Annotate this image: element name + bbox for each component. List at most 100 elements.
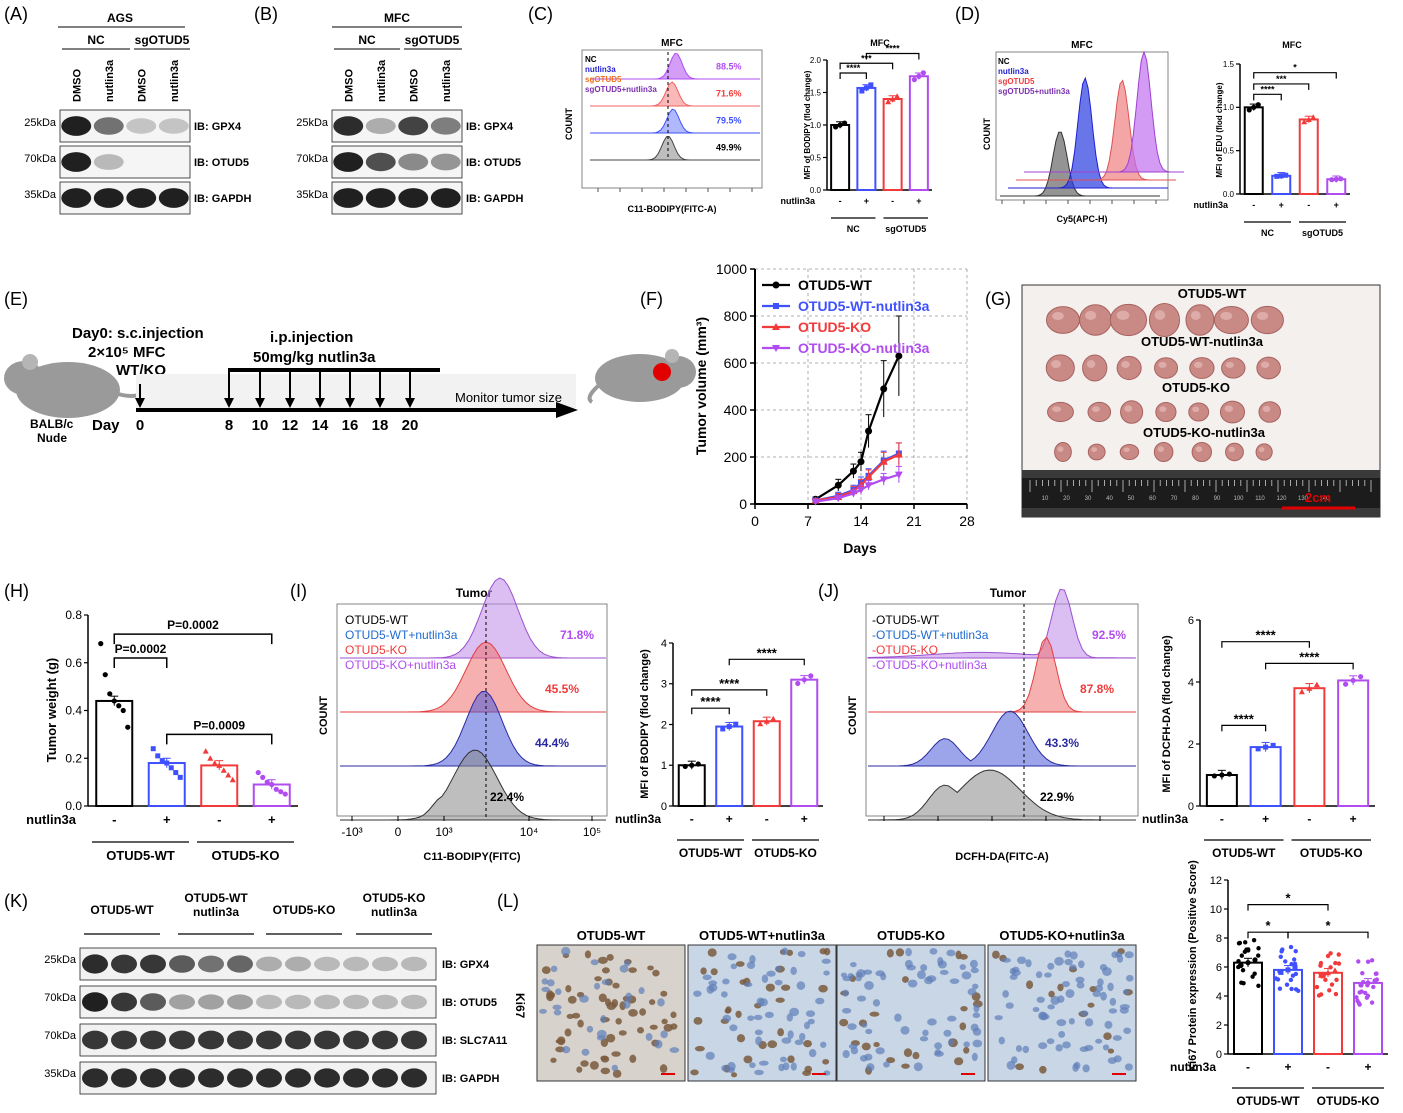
legend-label: OTUD5-KO <box>798 319 871 335</box>
blot-band <box>398 153 429 171</box>
legend-entry: sgOTUD5+nutlin3a <box>585 85 657 94</box>
ki67-point <box>1251 937 1257 943</box>
tumor-sample <box>1185 304 1215 336</box>
tumor-highlight <box>1051 360 1062 368</box>
cell-nucleus <box>645 1032 653 1041</box>
cell-nucleus <box>1036 996 1045 1003</box>
ki67-point <box>1374 971 1379 976</box>
bar-1 <box>1249 746 1282 807</box>
cell-nucleus <box>649 1024 658 1030</box>
tumor-highlight <box>1052 311 1064 320</box>
ki67-point <box>1289 986 1294 992</box>
cell-nucleus <box>702 974 712 981</box>
cell-nucleus <box>787 1055 795 1063</box>
histogram-3 <box>868 769 1136 821</box>
blot-band <box>372 1030 398 1050</box>
arrow-head <box>255 398 265 408</box>
bar-3 <box>908 75 929 191</box>
treatment-label: nutlin3a <box>780 196 815 206</box>
panel-f: (F) Tumor volume (mm³) Days 0 200 400 600 80… <box>640 261 975 556</box>
data-point <box>920 70 926 76</box>
group-label: NC <box>1261 228 1274 238</box>
cell-nucleus <box>865 1028 873 1035</box>
cell-nucleus <box>606 1033 616 1043</box>
x-tick-label: -10³ <box>341 825 362 839</box>
cell-nucleus <box>1068 1017 1075 1025</box>
legend-entry: sgOTUD5+nutlin3a <box>998 87 1070 96</box>
treatment-sign: - <box>1326 1060 1330 1074</box>
cell-nucleus <box>729 1024 738 1032</box>
blot-band <box>365 117 396 135</box>
data-point <box>98 641 104 647</box>
lane-label: DMSO <box>136 69 148 102</box>
tumor-sample <box>1054 442 1072 462</box>
cell-nucleus <box>577 1019 584 1028</box>
cell-nucleus <box>576 1066 583 1073</box>
data-point <box>282 791 288 797</box>
histogram-0 <box>1000 131 1160 197</box>
cell-nucleus <box>907 979 918 988</box>
cell-nucleus <box>1123 989 1130 995</box>
ip-line2: 50mg/kg nutlin3a <box>253 349 376 366</box>
cell-nucleus <box>1108 1008 1118 1014</box>
bar-0 <box>677 764 706 807</box>
treatment-sign: + <box>1364 1060 1371 1074</box>
cell-nucleus <box>926 975 937 983</box>
tumor-row-label: OTUD5-WT <box>1178 286 1247 301</box>
bar-0 <box>1233 961 1263 1056</box>
cell-nucleus <box>624 960 631 967</box>
tumor-highlight <box>1228 446 1235 452</box>
group-label: OTUD5-WT <box>1212 846 1276 860</box>
bar-3 <box>1337 679 1370 808</box>
y-tick-label: 0.5 <box>1223 146 1235 155</box>
y-tick-label: 1.5 <box>810 88 822 97</box>
blot-band <box>169 955 195 973</box>
y-tick-label: 4 <box>1216 991 1222 1003</box>
blot-band <box>93 154 124 170</box>
cell-nucleus <box>1047 962 1055 970</box>
data-point <box>1329 177 1335 183</box>
blot-band <box>61 188 92 208</box>
cell-nucleus <box>705 1051 715 1060</box>
cell-nucleus <box>1124 1063 1133 1071</box>
data-point <box>1338 176 1344 182</box>
data-point <box>116 703 122 709</box>
cell-nucleus <box>720 991 728 998</box>
blot-band <box>140 1030 166 1050</box>
data-point <box>1313 681 1320 688</box>
cell-nucleus <box>789 1007 800 1017</box>
tumor-sample <box>1154 357 1179 379</box>
y-tick-label: 200 <box>724 449 748 465</box>
percent-label: 87.8% <box>1080 682 1114 696</box>
cell-nucleus <box>1103 1032 1112 1041</box>
cell-nucleus <box>1107 982 1114 992</box>
cell-nucleus <box>1109 997 1117 1006</box>
y-tick-label: 1.0 <box>810 121 822 130</box>
cell-nucleus <box>539 1008 547 1014</box>
p-value: P=0.0002 <box>167 618 219 632</box>
cell-nucleus <box>550 965 558 972</box>
data-point <box>102 672 108 678</box>
tumor-sample <box>1219 400 1246 424</box>
blot-band <box>256 1068 282 1088</box>
legend-entry: NC <box>585 55 597 64</box>
blot-band <box>140 954 166 974</box>
panel-c-hist-title: MFC <box>661 38 683 49</box>
legend-entry: OTUD5-WT+nutlin3a <box>345 628 458 642</box>
legend-entry: OTUD5-KO <box>345 643 407 657</box>
treatment-sign: - <box>765 812 769 826</box>
sig-label: **** <box>700 694 721 709</box>
day-tick-label: 18 <box>372 417 389 434</box>
cell-nucleus <box>1079 1010 1089 1017</box>
bar-2 <box>200 764 239 807</box>
cell-nucleus <box>615 1018 622 1025</box>
ki67-point <box>1336 961 1342 966</box>
x-tick-label: 0 <box>395 825 402 839</box>
cell-nucleus <box>743 982 753 988</box>
cell-nucleus <box>972 1027 982 1036</box>
k-group-label: OTUD5-KO <box>363 891 426 905</box>
data-point <box>155 753 161 759</box>
cell-nucleus <box>1025 959 1032 968</box>
tumor-sample <box>1045 306 1080 334</box>
panel-d: (D) MFC COUNT Cy5(APC-H) NCnutlin3asgOTU… <box>955 4 1350 238</box>
